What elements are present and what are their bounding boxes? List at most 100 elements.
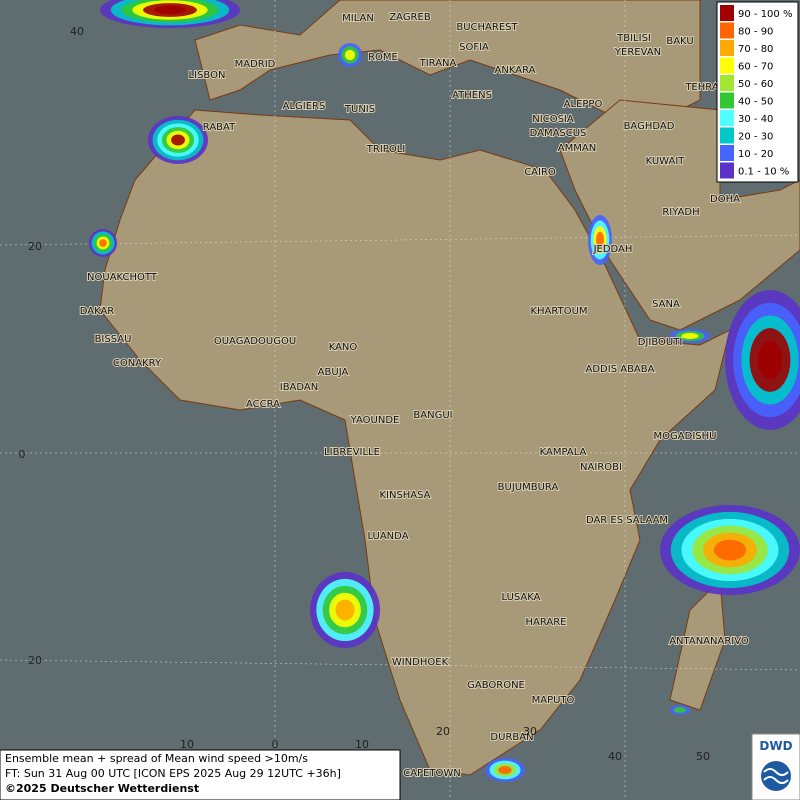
legend: 90 - 100 % 80 - 90 70 - 80 60 - 70 50 - 60 40… (716, 1, 799, 183)
city-label: DURBAN (490, 732, 533, 743)
city-label: ANTANANARIVO (669, 636, 749, 647)
footer-line: Ensemble mean + spread of Mean wind spee… (5, 752, 308, 765)
city-label: ABUJA (318, 367, 349, 378)
city-label: YAOUNDE (350, 415, 400, 426)
city-label: LUSAKA (502, 592, 541, 603)
city-label: BAGHDAD (624, 121, 675, 132)
city-label: GABORONE (467, 680, 525, 691)
city-label: KINSHASA (379, 490, 430, 501)
city-label: BISSAU (95, 334, 132, 345)
wind-area (498, 766, 512, 774)
city-label: MILAN (342, 13, 374, 24)
city-label: CAIRO (524, 167, 556, 178)
logo-icon (761, 761, 791, 791)
city-label: RABAT (203, 122, 236, 133)
city-label: ADDIS ABABA (586, 364, 655, 375)
wind-area (596, 231, 604, 249)
graticule-line (0, 234, 800, 246)
city-label: BUCHAREST (456, 22, 518, 33)
footer-line: FT: Sun 31 Aug 00 UTC [ICON EPS 2025 Aug… (5, 767, 341, 780)
city-label: MADRID (235, 59, 276, 70)
city-label: TUNIS (344, 104, 375, 115)
wind-area (713, 539, 747, 561)
wind-area (335, 599, 355, 621)
grid-label: 50 (696, 750, 710, 763)
city-label: RIYADH (662, 207, 699, 218)
footer: Ensemble mean + spread of Mean wind spee… (0, 749, 401, 800)
grid-label: 30 (523, 725, 537, 738)
city-label: SANA (652, 299, 680, 310)
legend-swatch (720, 145, 734, 161)
city-label: DOHA (710, 194, 740, 205)
legend-label: 10 - 20 (738, 149, 773, 160)
city-label: ANKARA (495, 65, 536, 76)
city-label: BUJUMBURA (498, 482, 559, 493)
legend-label: 20 - 30 (738, 132, 773, 143)
city-label: MOGADISHU (654, 431, 717, 442)
grid-label: 10 (180, 738, 194, 751)
legend-swatch (720, 110, 734, 126)
wind-area (674, 707, 686, 713)
legend-label: 70 - 80 (738, 44, 773, 55)
city-label: NICOSIA (532, 114, 574, 125)
city-label: TBILISI (616, 33, 651, 44)
wind-area (344, 49, 356, 61)
city-label: KANO (329, 342, 358, 353)
city-label: CONAKRY (113, 358, 162, 369)
city-label: TIRANA (419, 58, 457, 69)
city-label: DAMASCUS (530, 128, 587, 139)
wind-area (171, 134, 185, 146)
legend-swatch (720, 40, 734, 56)
logo: DWD (751, 733, 800, 800)
city-label: CAPETOWN (403, 768, 461, 779)
legend-swatch (720, 5, 734, 21)
city-label: AMMAN (558, 143, 596, 154)
city-label: KHARTOUM (530, 306, 587, 317)
grid-label: 0 (272, 738, 279, 751)
legend-swatch (720, 162, 734, 179)
legend-label: 0.1 - 10 % (738, 167, 789, 178)
europe (194, 0, 701, 131)
graticule-line (0, 659, 800, 671)
logo-waves (763, 768, 789, 784)
city-label: KAMPALA (540, 447, 587, 458)
wind-field (89, 0, 800, 782)
legend-swatch (720, 22, 734, 39)
grid-label: 20 (28, 654, 42, 667)
wind-area (153, 5, 187, 15)
legend-swatch (720, 75, 734, 91)
legend-swatch (720, 127, 734, 144)
grid-label: 20 (28, 240, 42, 253)
city-label: LUANDA (367, 531, 408, 542)
grid-label: 10 (355, 738, 369, 751)
labels: MILAN ZAGREB BUCHAREST TBILISI BAKU SOFIA YERE… (19, 11, 750, 780)
land (99, 0, 800, 776)
city-label: ALEPPO (564, 99, 603, 110)
city-label: ZAGREB (389, 12, 431, 23)
footer-line: ©2025 Deutscher Wetterdienst (5, 782, 199, 795)
legend-swatch (720, 92, 734, 109)
legend-label: 60 - 70 (738, 62, 773, 73)
wind-area (757, 340, 783, 380)
legend-label: 40 - 50 (738, 97, 773, 108)
city-label: LIBREVILLE (324, 447, 380, 458)
city-label: DAKAR (80, 306, 115, 317)
city-label: BAKU (666, 36, 693, 47)
city-label: TEHRA (684, 82, 718, 93)
legend-label: 90 - 100 % (738, 9, 792, 20)
city-label: JEDDAH (593, 244, 633, 255)
city-label: NOUAKCHOTT (87, 272, 158, 283)
legend-label: 30 - 40 (738, 114, 773, 125)
legend-label: 50 - 60 (738, 79, 773, 90)
wind-area (681, 333, 699, 339)
city-label: OUAGADOUGOU (214, 336, 296, 347)
city-label: MAPUTO (532, 695, 575, 706)
city-label: ATHENS (452, 90, 492, 101)
city-label: BANGUI (413, 410, 452, 421)
grid-label: 40 (608, 750, 622, 763)
logo-text: DWD (759, 739, 792, 753)
grid-label: 20 (436, 725, 450, 738)
city-label: NAIROBI (580, 462, 622, 473)
